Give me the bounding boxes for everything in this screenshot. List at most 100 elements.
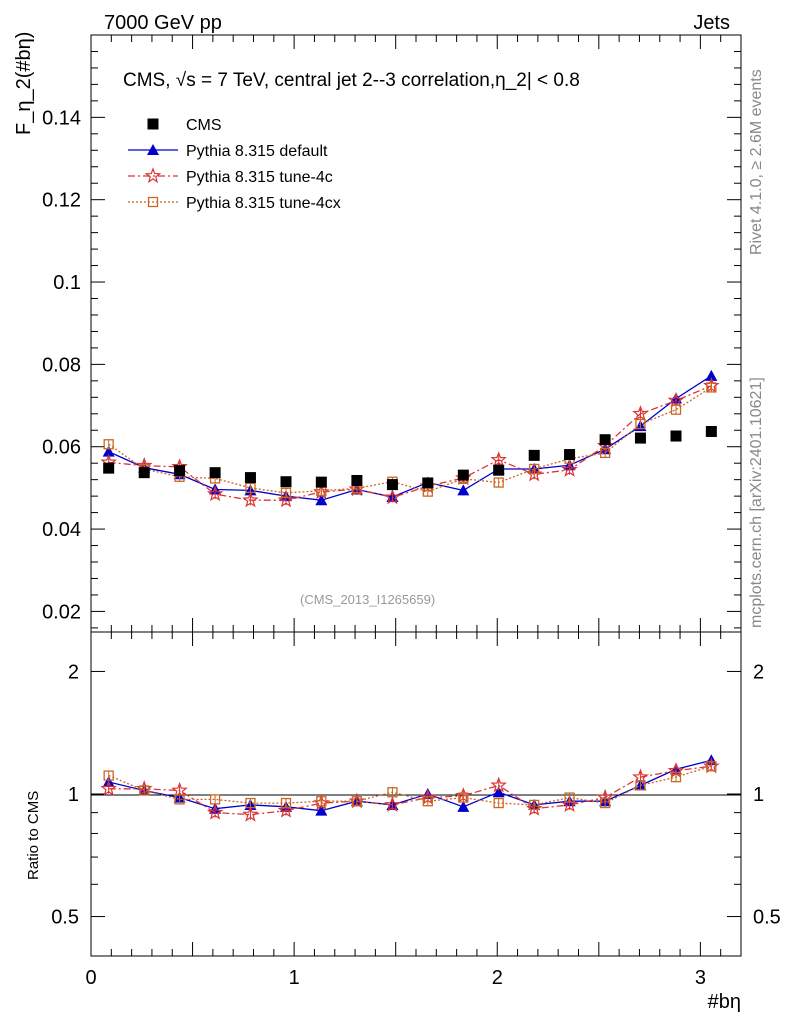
main-series	[100, 369, 720, 508]
data-point	[138, 467, 150, 479]
data-point	[493, 797, 504, 809]
rivet-side-label: Rivet 4.1.0, ≥ 2.6M events	[748, 69, 765, 255]
data-point	[280, 476, 292, 488]
data-point	[103, 462, 115, 474]
data-point	[242, 805, 259, 822]
data-point	[102, 445, 115, 457]
data-point	[635, 418, 646, 430]
data-point	[277, 801, 295, 818]
header-right: Jets	[693, 12, 730, 34]
data-point	[315, 494, 328, 506]
data-point	[599, 797, 611, 809]
main-ytick-label: 0.06	[42, 437, 81, 459]
ratio-ytick-label-right: 0.5	[753, 907, 781, 929]
ratio-ytick-label-left: 2	[68, 661, 79, 683]
main-ytick-label: 0.04	[42, 519, 81, 541]
ratio-ytick-label-right: 2	[753, 661, 764, 683]
main-ytick-label: 0.08	[42, 354, 81, 376]
data-point	[280, 487, 292, 498]
data-point	[599, 434, 611, 446]
legend-label-tune4cx: Pythia 8.315 tune-4cx	[186, 195, 341, 212]
data-point	[667, 391, 685, 408]
data-point	[103, 439, 114, 450]
data-point	[493, 464, 505, 476]
data-point	[492, 786, 505, 798]
data-point	[384, 488, 401, 505]
data-point	[599, 447, 611, 459]
data-point	[384, 796, 401, 812]
data-point	[139, 785, 150, 796]
data-point	[670, 404, 682, 415]
mcplots-side-label: mcplots.cern.ch [arXiv:2401.10621]	[748, 377, 765, 628]
data-point	[174, 465, 186, 477]
data-point	[280, 797, 292, 809]
series-line	[108, 765, 712, 806]
data-point	[634, 432, 646, 444]
series-0	[102, 754, 718, 816]
series-1	[102, 369, 718, 506]
data-point	[171, 781, 188, 798]
data-point	[705, 369, 718, 381]
data-point	[632, 405, 649, 421]
data-point	[103, 770, 114, 781]
series-line	[108, 385, 712, 501]
data-point	[206, 485, 224, 502]
data-point	[315, 804, 328, 816]
series-line	[108, 759, 712, 812]
data-point	[457, 469, 469, 481]
ratio-xtick-label: 3	[695, 967, 706, 989]
data-point	[386, 479, 398, 491]
ratio-series	[100, 754, 720, 822]
main-ytick-label: 0.1	[53, 272, 81, 294]
main-ticks: 0.02 0.04 0.06 0.08 0.1 0.12 0.14	[42, 35, 742, 632]
data-point	[277, 491, 295, 508]
data-point	[561, 461, 578, 477]
data-point	[670, 771, 682, 783]
legend-marker	[147, 196, 159, 208]
data-point	[529, 799, 540, 811]
main-ytick-label: 0.14	[42, 107, 81, 129]
legend-label-default: Pythia 8.315 default	[186, 143, 328, 160]
ratio-xtick-label: 1	[289, 967, 300, 989]
header-left: 7000 GeV pp	[104, 12, 222, 34]
ratio-ytick-label-left: 0.5	[51, 907, 79, 929]
plot-title: CMS, √s = 7 TeV, central jet 2--3 correl…	[123, 70, 580, 91]
ratio-ytick-label-left: 1	[68, 784, 79, 806]
data-point	[209, 794, 221, 805]
main-ytick-label: 0.02	[42, 601, 81, 623]
series-line	[108, 375, 712, 501]
ratio-frame	[90, 631, 742, 957]
data-point	[174, 794, 185, 805]
data-point	[490, 776, 507, 793]
legend: CMS Pythia 8.315 default Pythia 8.315 tu…	[128, 117, 341, 212]
x-axis-label: #bη	[708, 991, 741, 1013]
series-0	[103, 425, 717, 491]
ratio-ylabel: Ratio to CMS	[25, 791, 42, 880]
ratio-xtick-label: 0	[85, 967, 96, 989]
series-line	[108, 386, 712, 494]
legend-marker	[147, 144, 159, 155]
series-3	[103, 382, 717, 498]
ratio-panel: 0 1 2 3 0.5 0.5 1 1 2 2 Ratio to CMS	[25, 631, 781, 989]
data-point	[564, 449, 576, 461]
main-ylabel: F_η_2(#bη)	[13, 32, 35, 135]
data-point	[245, 797, 256, 809]
ratio-ticks: 0 1 2 3 0.5 0.5 1 1 2 2	[51, 632, 781, 989]
main-panel: 0.02 0.04 0.06 0.08 0.1 0.12 0.14 CMS, √s = 7 …	[13, 32, 742, 633]
legend-marker	[144, 167, 162, 184]
data-point	[458, 792, 469, 803]
data-point	[100, 780, 117, 796]
ratio-xtick-label: 2	[492, 967, 503, 989]
data-point	[206, 803, 224, 820]
series-1	[100, 757, 720, 822]
data-point	[490, 451, 507, 468]
data-point	[705, 425, 717, 437]
main-ytick-label: 0.12	[42, 190, 81, 212]
data-point	[316, 796, 327, 807]
data-point	[245, 482, 256, 494]
ratio-ytick-label-right: 1	[753, 784, 764, 806]
data-point	[632, 768, 649, 785]
data-point	[529, 463, 540, 475]
data-point	[387, 787, 398, 798]
